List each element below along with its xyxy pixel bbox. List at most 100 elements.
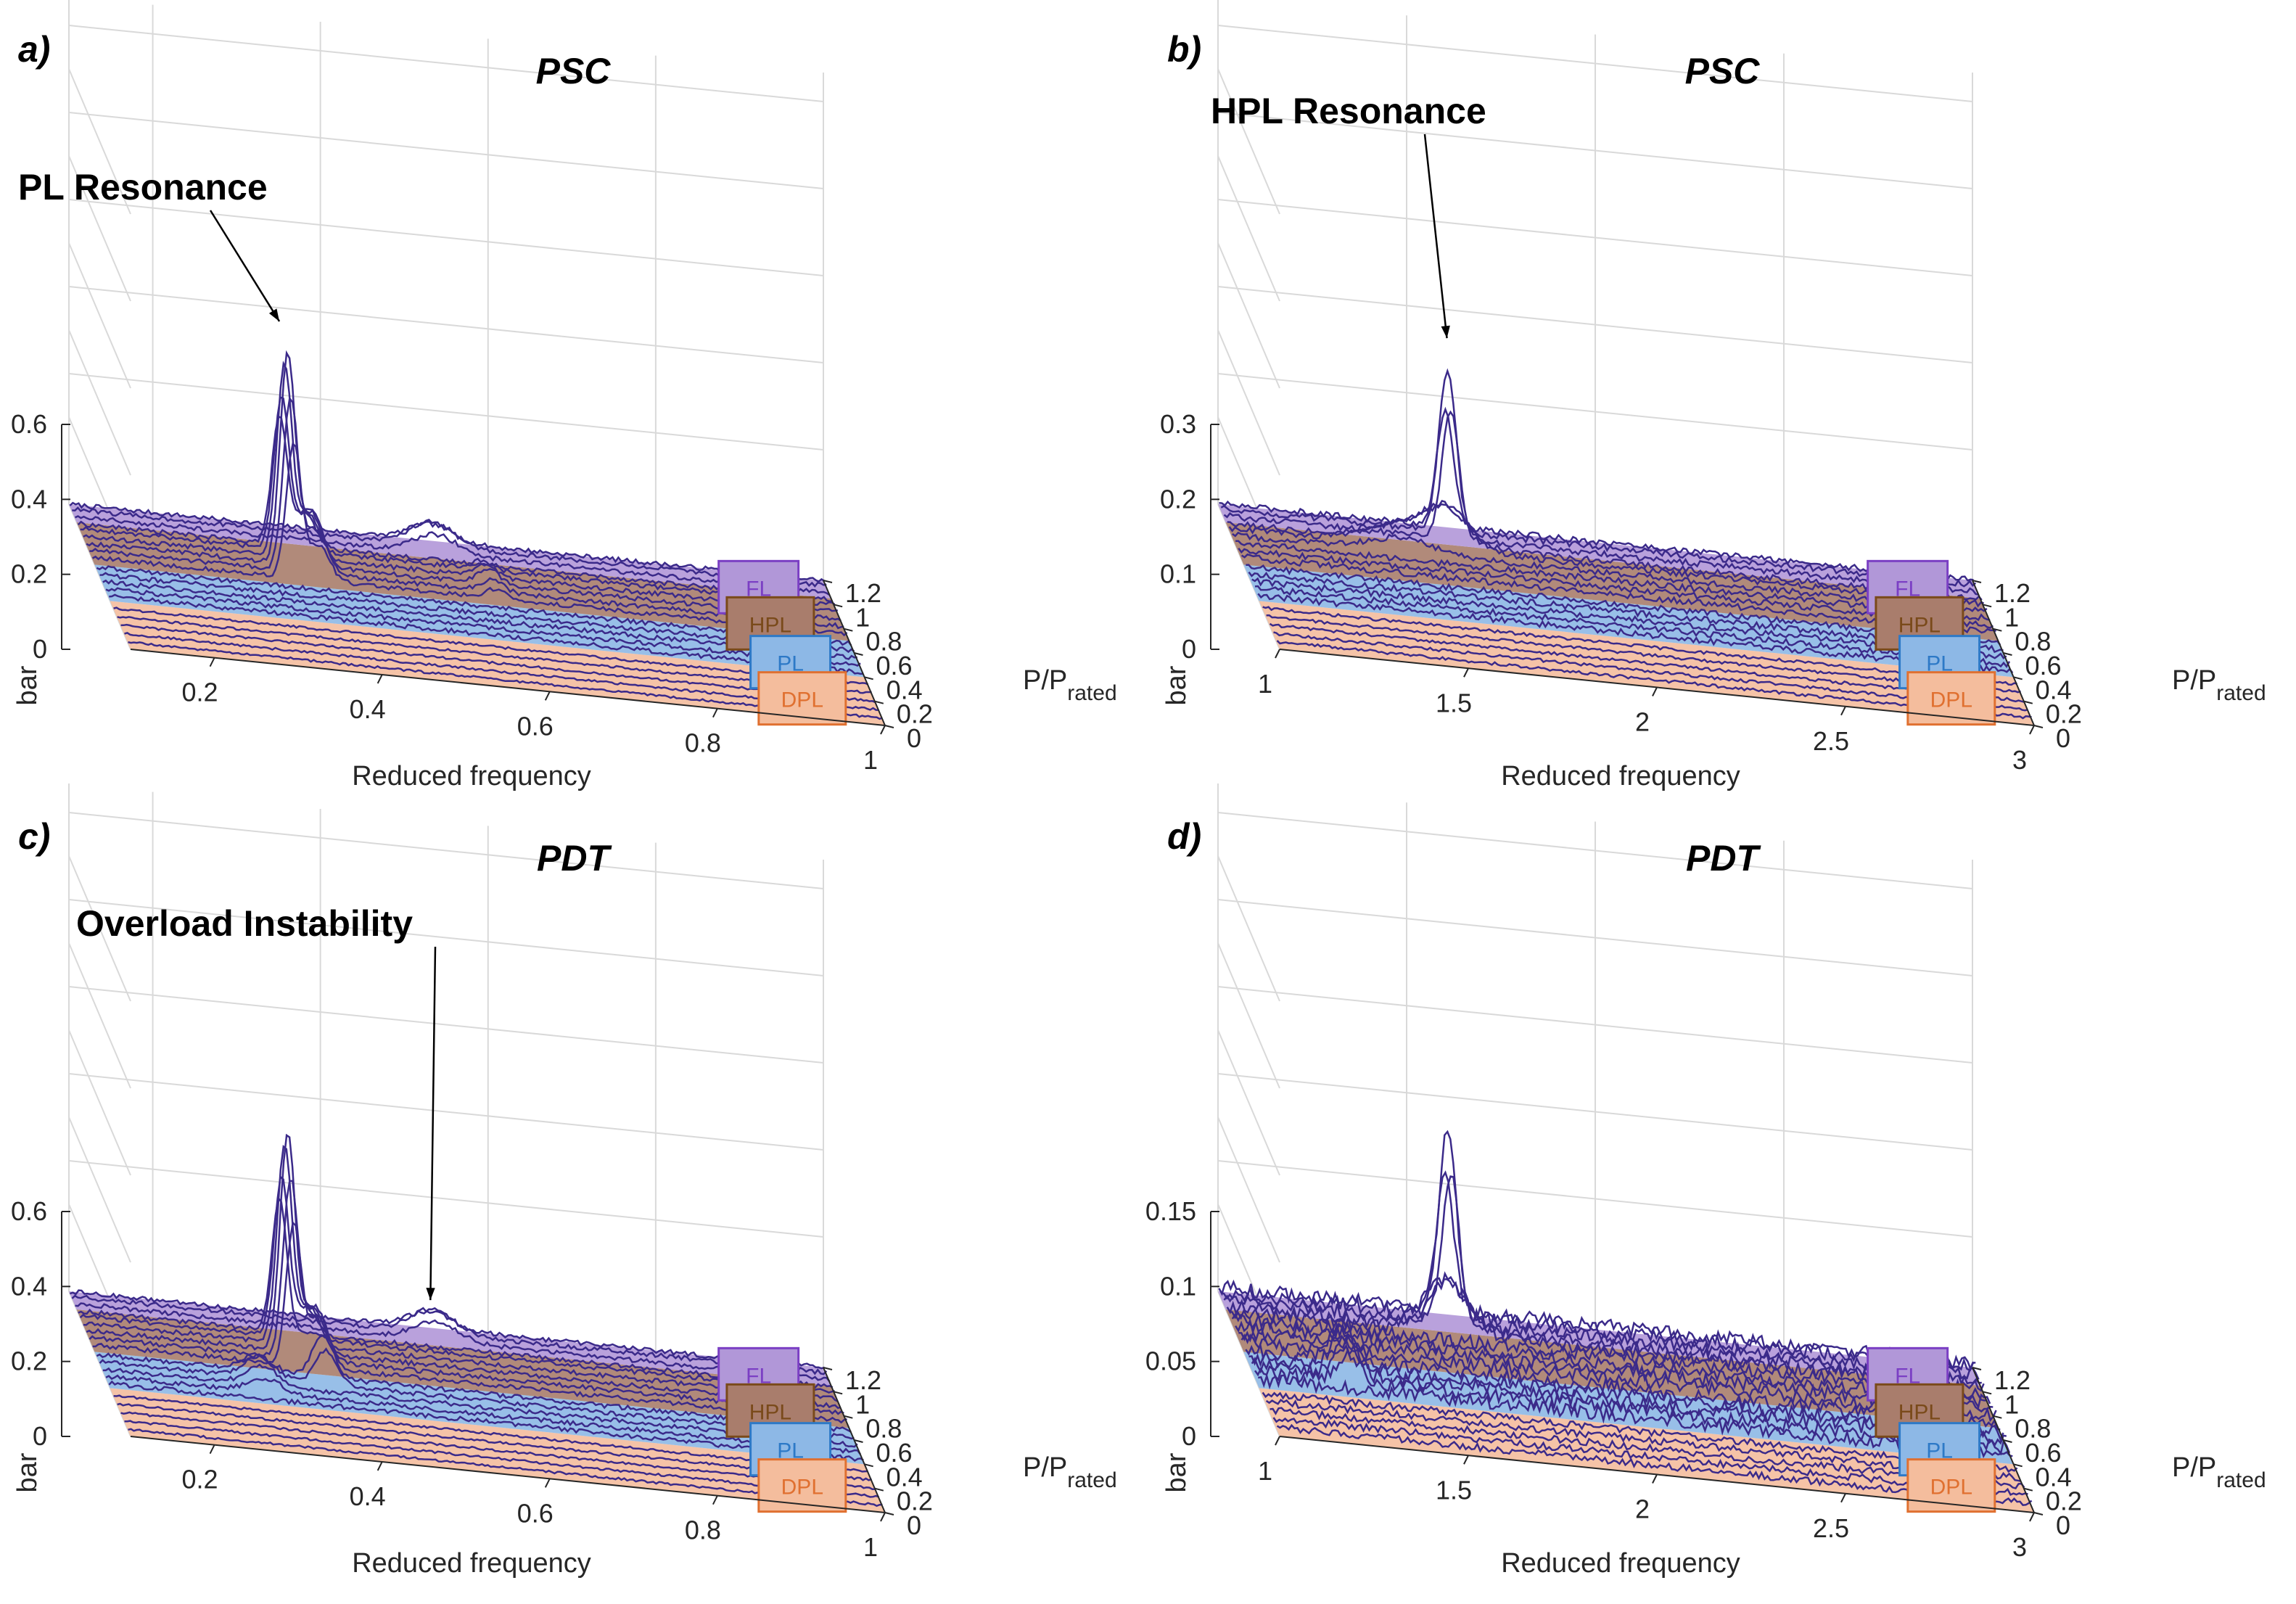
grid-line-side: [68, 1029, 131, 1176]
spectrum-trace: [1276, 1423, 2033, 1507]
spectrum-trace: [1228, 503, 1984, 608]
p-tick-label: 0.6: [876, 651, 913, 680]
grid-walls: [1217, 784, 1973, 1437]
annotation-label: HPL Resonance: [1211, 91, 1486, 131]
p-tick: [2003, 652, 2012, 656]
axes: 0.20.40.60.8100.20.40.60.811.200.20.40.6…: [11, 409, 1117, 791]
spectrum-trace: [83, 361, 838, 612]
z-tick-label: 0: [1182, 634, 1196, 664]
x-tick-label: 2.5: [1813, 1513, 1849, 1543]
annotation-label: Overload Instability: [76, 903, 413, 944]
p-tick-label: 0.4: [886, 675, 923, 704]
p-axis-label-sub: rated: [1067, 1468, 1116, 1492]
z-tick-label: 0.6: [11, 1196, 47, 1226]
spectrum-trace: [117, 1402, 873, 1481]
spectrum-trace: [1235, 1317, 1991, 1410]
z-axis-label: bar: [1161, 1452, 1192, 1492]
spectrum-trace: [1257, 593, 2014, 674]
grid-line-horizontal: [68, 199, 824, 276]
z-tick-label: 0.3: [1160, 409, 1196, 439]
p-tick: [2033, 725, 2044, 728]
spectrum-trace: [128, 641, 883, 720]
p-tick: [1982, 604, 1992, 608]
spectrum-trace: [124, 1420, 879, 1498]
z-tick-label: 0.4: [11, 1271, 47, 1301]
p-tick: [854, 1439, 863, 1443]
grid-line-side: [68, 68, 131, 215]
x-tick: [880, 725, 886, 735]
axes: 11.522.5300.20.40.60.811.200.050.10.15Re…: [1145, 1196, 2266, 1579]
panel-0: FLHPLPLDPL0.20.40.60.8100.20.40.60.811.2…: [11, 0, 1117, 791]
spectrum-trace: [1220, 368, 1977, 588]
region-label-box-dpl: [757, 671, 847, 726]
p-tick-label: 1.2: [845, 1365, 881, 1395]
spectrum-trace: [1231, 1312, 1987, 1402]
x-tick: [377, 1461, 383, 1471]
p-tick-label: 0.6: [2025, 651, 2062, 680]
x-tick: [1652, 687, 1658, 696]
grid-line-horizontal: [68, 1160, 824, 1238]
p-tick: [823, 1367, 833, 1370]
z-tick-label: 0.2: [11, 1346, 47, 1376]
x-axis-line: [130, 649, 886, 726]
spectrum-trace: [79, 1175, 835, 1394]
spectrum-trace: [86, 350, 842, 622]
p-tick: [844, 628, 853, 632]
x-tick-label: 1: [1258, 669, 1272, 699]
panel-title: PDT: [1686, 838, 1761, 879]
grid-line-side: [1217, 942, 1280, 1089]
p-tick-label: 0.2: [897, 1486, 933, 1516]
p-tick-label: 0.8: [2015, 1414, 2051, 1444]
grid-line-side: [68, 329, 131, 476]
spectrum-trace: [1240, 553, 1996, 634]
spectrum-trace: [77, 415, 833, 603]
region-label-hpl: HPL: [749, 1400, 791, 1424]
spectrum-trace: [1276, 640, 2032, 720]
z-axis-label: bar: [1161, 665, 1192, 705]
region-label-dpl: DPL: [1930, 1476, 1972, 1500]
spectrum-trace: [69, 1289, 825, 1370]
p-tick: [884, 1512, 894, 1515]
x-tick: [2029, 725, 2035, 735]
x-axis-line: [130, 1436, 886, 1513]
panel-title: PSC: [1685, 51, 1761, 91]
z-tick-label: 0: [33, 634, 47, 664]
region-label-box-dpl: [1906, 1458, 1996, 1513]
grid-line-horizontal: [1217, 286, 1973, 363]
z-tick-label: 0.2: [11, 559, 47, 589]
grid-line-horizontal: [1217, 112, 1973, 189]
p-tick: [864, 1463, 873, 1468]
x-tick: [1463, 667, 1469, 678]
grid-line-side: [1217, 155, 1280, 302]
p-axis-label-sub: rated: [2216, 1468, 2266, 1492]
p-tick: [1993, 1415, 2002, 1419]
grid-line-horizontal: [68, 286, 824, 363]
spectrum-trace: [1266, 614, 2021, 694]
grid-walls: [68, 0, 824, 650]
x-tick-label: 0.4: [350, 1481, 386, 1511]
p-tick: [833, 604, 843, 608]
x-tick: [1275, 649, 1280, 659]
x-tick-label: 1.5: [1436, 1475, 1472, 1505]
spectrum-trace: [109, 593, 864, 675]
p-tick: [2023, 700, 2033, 704]
annotation-arrow-head: [426, 1288, 435, 1301]
x-axis-label: Reduced frequency: [1501, 1548, 1740, 1579]
p-axis-label-main: P/P: [2172, 665, 2216, 696]
grid-line-horizontal: [1217, 25, 1973, 102]
panel-letter: d): [1167, 816, 1201, 857]
z-tick-label: 0.05: [1145, 1346, 1196, 1376]
p-tick: [2003, 1439, 2012, 1443]
x-tick: [1463, 1455, 1469, 1465]
grid-line-horizontal: [1217, 1073, 1973, 1151]
spectrum-trace: [78, 1196, 834, 1389]
x-tick-label: 0.8: [685, 1515, 721, 1545]
spectrum-trace: [1273, 631, 2028, 712]
x-tick-label: 0.2: [182, 678, 218, 707]
grid-line-side: [68, 155, 131, 302]
z-tick-label: 0.1: [1160, 1271, 1196, 1301]
grid-line-side: [1217, 1116, 1280, 1263]
p-tick: [823, 580, 833, 583]
annotation-label: PL Resonance: [18, 167, 268, 207]
